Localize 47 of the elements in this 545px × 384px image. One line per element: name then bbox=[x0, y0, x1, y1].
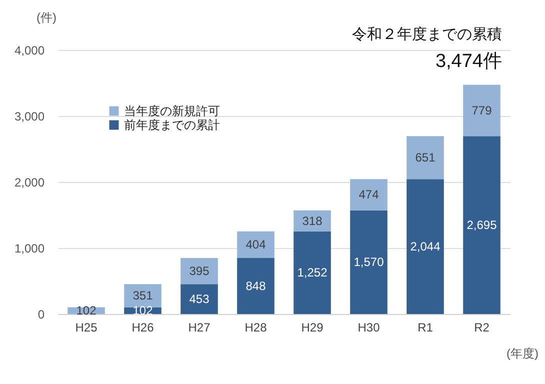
bar bbox=[237, 231, 274, 258]
data-label: 474 bbox=[358, 188, 380, 202]
bar bbox=[463, 136, 500, 314]
legend-label: 当年度の新規許可 bbox=[124, 104, 220, 118]
data-label: 318 bbox=[302, 214, 323, 228]
data-label: 779 bbox=[472, 103, 492, 118]
bar bbox=[350, 210, 388, 314]
data-label: 1,570 bbox=[354, 255, 384, 270]
bar bbox=[237, 258, 274, 314]
x-axis-title: (年度) bbox=[506, 346, 538, 360]
x-tick-label: H25 bbox=[75, 320, 98, 334]
y-tick-label: 1,000 bbox=[14, 242, 45, 256]
y-axis-title: (件) bbox=[36, 10, 56, 24]
data-label: 404 bbox=[246, 238, 266, 252]
bar bbox=[406, 179, 444, 314]
x-tick-label: R2 bbox=[474, 320, 490, 334]
x-tick-label: R1 bbox=[418, 320, 434, 334]
y-tick-label: 2,000 bbox=[14, 176, 45, 190]
x-tick-label: H26 bbox=[132, 320, 154, 334]
x-tick-label: H29 bbox=[301, 320, 324, 334]
y-tick-label: 0 bbox=[38, 308, 45, 322]
x-tick-label: H27 bbox=[188, 320, 211, 334]
data-label: 453 bbox=[189, 292, 210, 306]
y-tick-label: 4,000 bbox=[14, 44, 45, 58]
x-tick-label: H30 bbox=[358, 320, 380, 334]
data-label: 102 bbox=[132, 304, 154, 318]
y-tick-label: 3,000 bbox=[14, 110, 45, 124]
bar bbox=[180, 284, 218, 314]
bar bbox=[124, 284, 162, 308]
data-label: 651 bbox=[415, 150, 436, 165]
data-label: 2,695 bbox=[466, 218, 498, 232]
data-label: 2,044 bbox=[410, 240, 441, 254]
data-label: 351 bbox=[132, 288, 154, 303]
bar bbox=[463, 84, 500, 136]
bar bbox=[180, 258, 218, 284]
x-tick-label: H28 bbox=[244, 320, 268, 334]
data-label: 102 bbox=[76, 304, 97, 318]
data-label: 395 bbox=[189, 264, 210, 278]
text: 令和２年度までの累積 bbox=[352, 26, 502, 43]
data-label: 1,252 bbox=[297, 266, 328, 280]
annotation: 3,474件 bbox=[435, 51, 502, 72]
bar bbox=[294, 210, 331, 232]
bar bbox=[294, 231, 331, 314]
bar bbox=[406, 136, 444, 180]
legend-label: 前年度までの累計 bbox=[124, 118, 220, 132]
bar bbox=[350, 179, 388, 210]
data-label: 848 bbox=[246, 279, 266, 294]
